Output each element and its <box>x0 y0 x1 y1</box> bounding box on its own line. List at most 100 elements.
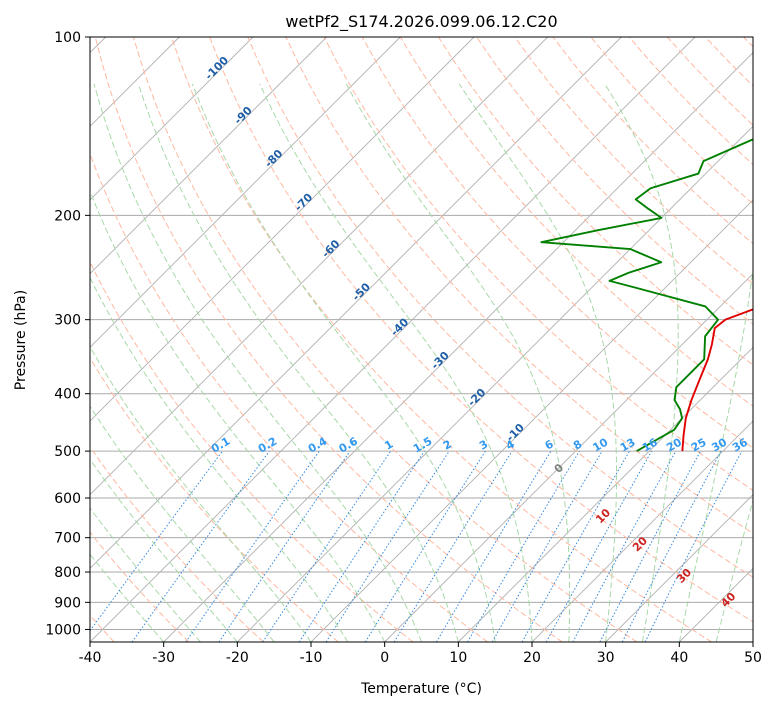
x-tick-label: 40 <box>670 650 688 666</box>
moist-adiabat-line <box>137 83 459 642</box>
y-tick-label: 100 <box>54 30 81 46</box>
y-tick-label: 700 <box>54 531 81 547</box>
mixing-ratio-label: 0.4 <box>306 434 330 455</box>
dry-adiabat-line <box>94 37 563 642</box>
mixing-ratio-label: 13 <box>618 436 638 455</box>
isotherm-line <box>531 420 753 642</box>
isotherm-line <box>458 346 753 642</box>
moist-adiabat-line <box>93 83 422 642</box>
isotherm-line <box>90 37 622 569</box>
mixing-ratio-label: 3 <box>477 438 490 453</box>
dry-adiabat-line <box>552 37 753 245</box>
x-tick-label: -20 <box>226 650 249 666</box>
isotherm-line <box>752 641 753 642</box>
mixing-ratio-line <box>298 450 425 642</box>
mixing-ratio-label: 20 <box>664 435 684 454</box>
axes: -40 -30 -20 -10 0 10 20 30 40 5010020030040050060… <box>45 30 762 666</box>
plot-frame <box>89 36 754 643</box>
mixing-ratio-label: 1.5 <box>411 435 434 456</box>
mixing-ratio-line <box>131 450 270 642</box>
dry-adiabat-line <box>361 37 753 449</box>
moist-adiabat-line <box>345 83 571 642</box>
dry-adiabat-line <box>132 37 638 642</box>
isotherm-line <box>163 52 753 642</box>
mixing-ratio-line <box>435 450 552 642</box>
background-lines <box>90 37 753 642</box>
dry-adiabat-line <box>90 152 488 642</box>
x-axis-label: Temperature (°C) <box>360 681 482 697</box>
mixing-ratio-label: 16 <box>640 435 660 454</box>
moist-adiabat-line <box>259 83 533 642</box>
isotherm-line <box>90 37 696 642</box>
isotherm-label: -70 <box>292 191 315 214</box>
chart-title: wetPf2_S174.2026.099.06.12.C20 <box>285 12 557 32</box>
mixing-ratio-line <box>185 450 320 642</box>
mixing-ratio-line <box>572 450 677 642</box>
mixing-ratio-label: 0.6 <box>337 434 361 455</box>
mixing-ratio-line <box>393 450 513 642</box>
moist-adiabat-line <box>90 507 201 642</box>
moist-adiabat-line <box>715 498 753 642</box>
profile-lines <box>540 138 753 452</box>
isotherm-label: -60 <box>319 237 342 260</box>
mixing-ratio-line <box>262 450 392 642</box>
isotherm-line <box>90 37 254 201</box>
mixing-ratio-line <box>325 450 450 642</box>
moist-adiabat-line <box>90 553 165 642</box>
moist-adiabat-line <box>90 345 312 642</box>
dry-adiabat-line <box>666 37 753 126</box>
x-tick-label: -40 <box>79 650 102 666</box>
dry-adiabat-line <box>90 446 264 642</box>
moist-adiabat-line <box>604 83 679 642</box>
isotherm-label: -90 <box>232 104 255 127</box>
mixing-ratio-label: 10 <box>591 435 611 454</box>
dry-adiabat-line <box>743 37 753 48</box>
mixing-ratio-label: 25 <box>689 436 709 455</box>
moist-adiabat-line <box>90 189 386 642</box>
isotherm-line <box>90 37 475 422</box>
y-tick-label: 300 <box>54 313 81 329</box>
y-tick-label: 800 <box>54 565 81 581</box>
isotherm-label: -40 <box>388 315 411 338</box>
dry-adiabat-line <box>209 37 753 623</box>
mixing-ratio-line <box>621 450 722 642</box>
moist-adiabat-label: 0 <box>552 461 567 476</box>
y-tick-label: 900 <box>54 595 81 611</box>
y-tick-label: 400 <box>54 387 81 403</box>
mixing-ratio-line <box>467 450 580 642</box>
mixing-ratio-line <box>545 450 653 642</box>
dry-adiabat-line <box>90 260 414 642</box>
x-tick-label: -30 <box>152 650 175 666</box>
y-tick-label: 200 <box>54 208 81 224</box>
x-tick-label: 0 <box>380 650 389 666</box>
mixing-ratio-line <box>218 450 351 642</box>
mixing-ratio-line <box>521 450 630 642</box>
isotherm-label: -80 <box>262 147 285 170</box>
isotherm-label: -30 <box>429 349 452 372</box>
moist-adiabat-line <box>90 458 238 642</box>
moist-adiabat-label: 40 <box>718 590 738 610</box>
x-tick-label: 30 <box>597 650 615 666</box>
mixing-ratio-line <box>599 450 701 642</box>
isotherm-line <box>605 494 753 642</box>
y-tick-label: 500 <box>54 444 81 460</box>
mixing-ratio-label: 0.1 <box>209 435 232 456</box>
x-tick-label: 50 <box>744 650 762 666</box>
moist-adiabat-label: 10 <box>593 506 613 526</box>
mixing-ratio-label: 36 <box>730 435 750 454</box>
mixing-ratio-label: 30 <box>709 435 729 454</box>
isotherm-line <box>90 37 548 496</box>
y-tick-label: 1000 <box>45 622 81 638</box>
dry-adiabat-line <box>438 37 753 366</box>
dry-adiabat-line <box>590 37 753 205</box>
mixing-ratio-label: 8 <box>571 438 584 453</box>
moist-adiabat-line <box>90 276 349 642</box>
mixing-ratio-line <box>90 450 223 632</box>
dry-adiabat-line <box>704 37 753 87</box>
temperature-profile-line <box>681 308 753 452</box>
dry-adiabat-line <box>399 37 753 407</box>
mixing-ratio-line <box>644 450 743 642</box>
isotherm-label: -50 <box>350 280 373 303</box>
mixing-ratio-label: 2 <box>441 438 454 453</box>
